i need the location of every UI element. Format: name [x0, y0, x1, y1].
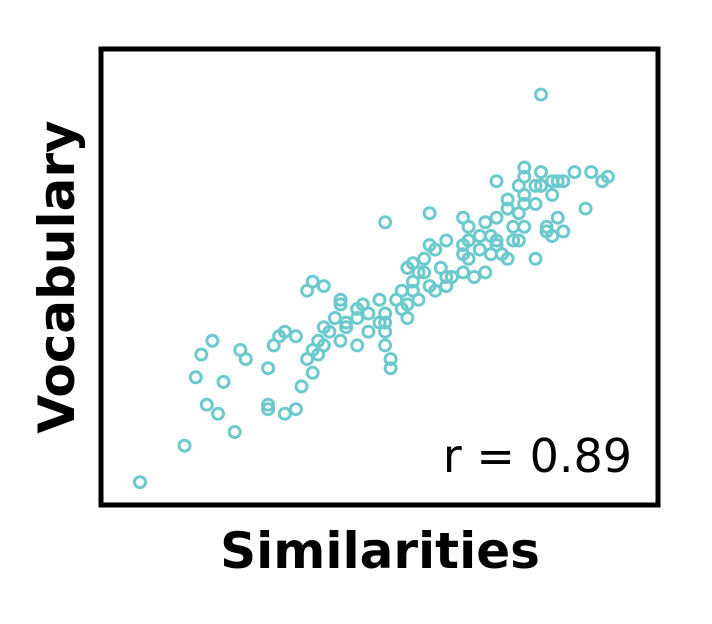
data-point — [327, 311, 342, 325]
data-point — [339, 320, 354, 335]
x-axis-label: Similarities — [220, 522, 540, 580]
data-point — [199, 397, 214, 412]
points-layer — [133, 87, 615, 490]
data-point — [500, 192, 515, 207]
data-point — [417, 265, 432, 280]
data-point — [188, 370, 203, 385]
data-point — [456, 265, 471, 280]
data-point — [378, 215, 393, 230]
data-point — [333, 333, 348, 348]
data-point — [461, 251, 476, 266]
data-point — [216, 374, 231, 389]
data-point — [500, 201, 515, 216]
data-point — [372, 315, 387, 330]
data-point — [400, 311, 415, 325]
data-point — [378, 315, 393, 330]
data-point — [506, 219, 521, 234]
data-point — [472, 229, 487, 243]
data-point — [478, 265, 493, 280]
correlation-annotation: r = 0.89 — [443, 429, 632, 483]
data-point — [350, 301, 365, 316]
data-point — [417, 251, 432, 266]
data-point — [350, 338, 365, 353]
data-point — [428, 242, 443, 257]
data-point — [539, 219, 554, 234]
data-point — [305, 274, 320, 289]
data-point — [372, 292, 387, 307]
data-point — [400, 297, 415, 312]
data-point — [322, 324, 337, 339]
data-point — [305, 365, 320, 380]
data-point — [506, 233, 521, 248]
data-point — [550, 174, 565, 189]
data-point — [439, 270, 454, 284]
data-point — [461, 233, 476, 248]
data-point — [205, 333, 220, 348]
data-point — [528, 251, 543, 266]
data-point — [578, 201, 593, 216]
data-point — [517, 160, 532, 175]
data-point — [233, 343, 248, 357]
data-point — [316, 279, 331, 294]
data-point — [461, 219, 476, 234]
data-point — [350, 311, 365, 325]
data-point — [311, 333, 326, 348]
data-point — [556, 224, 571, 239]
data-point — [394, 283, 409, 298]
data-point — [511, 233, 526, 248]
plot-frame — [98, 46, 661, 508]
data-point — [194, 347, 209, 362]
data-point — [378, 338, 393, 353]
data-point — [489, 210, 504, 225]
data-point — [333, 297, 348, 312]
data-point — [177, 438, 192, 453]
data-point — [411, 292, 426, 307]
data-point — [478, 215, 493, 230]
data-point — [261, 361, 276, 376]
data-point — [211, 406, 225, 421]
data-point — [539, 224, 554, 239]
data-point — [517, 169, 532, 184]
data-point — [439, 279, 454, 294]
data-point — [277, 324, 292, 339]
data-point — [584, 165, 599, 180]
data-point — [361, 306, 376, 321]
data-point — [294, 379, 309, 394]
data-point — [261, 397, 276, 412]
data-point — [261, 402, 276, 417]
data-point — [528, 178, 543, 193]
data-point — [489, 174, 504, 189]
data-point — [567, 165, 582, 180]
data-point — [600, 169, 615, 184]
data-point — [528, 197, 543, 211]
data-point — [288, 402, 303, 417]
data-point — [500, 251, 515, 266]
data-point — [545, 187, 560, 202]
data-point — [411, 265, 426, 280]
data-point — [133, 475, 147, 490]
data-point — [383, 352, 398, 367]
data-point — [467, 270, 482, 284]
data-point — [422, 206, 437, 221]
data-point — [556, 174, 571, 189]
data-point — [227, 425, 242, 439]
data-point — [439, 233, 454, 248]
data-point — [472, 242, 487, 257]
data-point — [483, 229, 498, 243]
y-axis-label: Vocabulary — [28, 120, 86, 433]
data-point — [333, 292, 348, 307]
data-point — [361, 324, 376, 339]
data-point — [288, 329, 303, 344]
data-point — [534, 165, 548, 180]
data-point — [534, 178, 548, 193]
data-point — [517, 219, 532, 234]
data-point — [277, 406, 292, 421]
data-point — [428, 283, 443, 298]
data-point — [550, 210, 565, 225]
data-point — [339, 315, 354, 330]
data-point — [383, 361, 398, 376]
data-point — [534, 87, 548, 102]
